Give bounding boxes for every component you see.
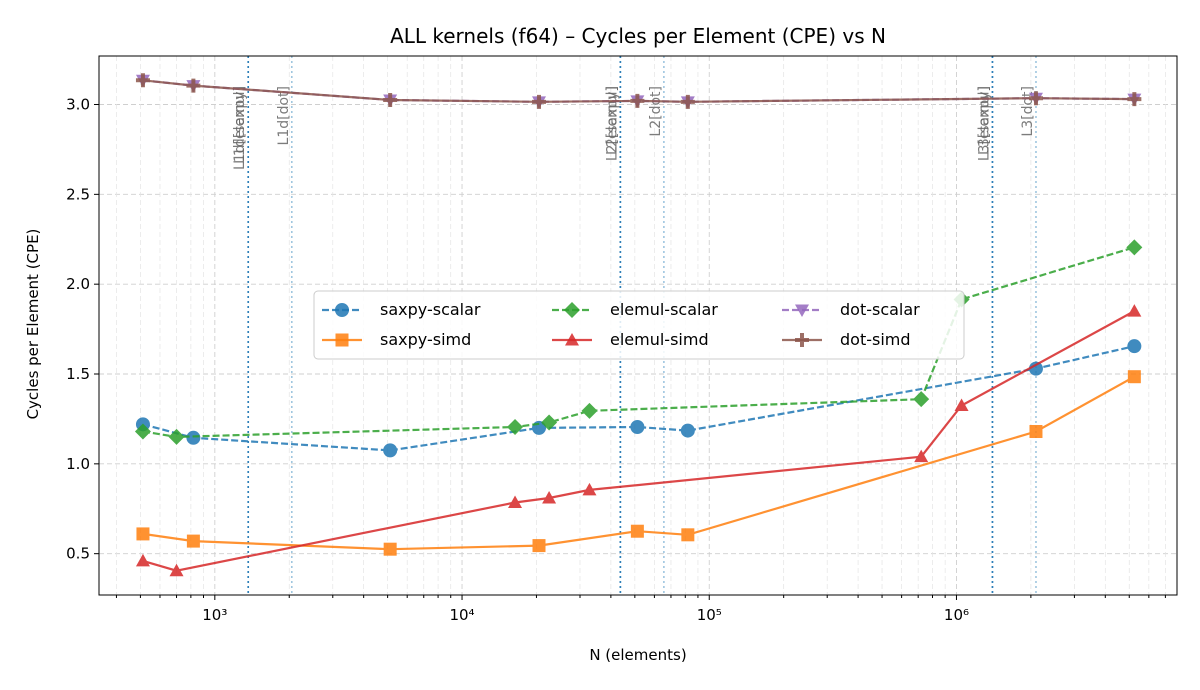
x-tick-label: 10³ bbox=[202, 606, 227, 624]
cache-label-l1d-elemul: L1d[elemul] bbox=[232, 86, 248, 170]
data-point-saxpy-scalar bbox=[186, 430, 201, 445]
legend-label: saxpy-scalar bbox=[380, 300, 481, 319]
cache-label-l1d-saxpy: L1d[saxpy] bbox=[232, 86, 248, 164]
cache-label-l1d-dot: L1d[dot] bbox=[276, 86, 292, 145]
cache-label-l2-saxpy: L2[saxpy] bbox=[604, 86, 620, 155]
series-elemul-simd bbox=[135, 304, 1142, 577]
series-line-saxpy-scalar bbox=[142, 345, 1135, 452]
series-saxpy-simd bbox=[136, 370, 1141, 556]
data-point-elemul-scalar bbox=[1126, 239, 1143, 256]
legend-swatch-marker bbox=[565, 333, 579, 346]
data-point-dot-simd bbox=[383, 93, 398, 108]
chart-title: ALL kernels (f64) – Cycles per Element (… bbox=[390, 24, 886, 48]
y-tick-label: 2.5 bbox=[66, 185, 90, 203]
cache-label-l2-elemul: L2[elemul] bbox=[604, 86, 620, 161]
data-point-elemul-simd bbox=[542, 490, 557, 504]
cache-label-l3-saxpy: L3[saxpy] bbox=[976, 86, 992, 155]
legend: saxpy-scalar saxpy-simd elemul-scalar elemu… bbox=[313, 290, 965, 360]
x-tick-label: 10⁵ bbox=[697, 606, 722, 624]
x-axis-label: N (elements) bbox=[589, 646, 686, 664]
legend-item-saxpy-simd: saxpy-simd bbox=[322, 330, 471, 349]
data-point-dot-simd bbox=[1028, 91, 1043, 106]
data-point-elemul-simd bbox=[1127, 304, 1142, 317]
data-point-saxpy-simd bbox=[681, 528, 695, 542]
data-point-saxpy-simd bbox=[630, 524, 644, 538]
legend-label: elemul-scalar bbox=[610, 300, 718, 319]
data-point-elemul-simd bbox=[582, 482, 597, 496]
y-axis-label: Cycles per Element (CPE) bbox=[24, 229, 42, 420]
data-point-dot-simd bbox=[135, 73, 150, 88]
plot-area-frame bbox=[98, 55, 1178, 596]
data-point-elemul-simd bbox=[135, 553, 150, 567]
data-point-elemul-scalar bbox=[168, 428, 185, 445]
axis-ticks: 0.5 1.0 1.5 2.0 2.5 3.0 10³ 10⁴ 10⁵ 10⁶ bbox=[66, 96, 1166, 624]
legend-label: dot-scalar bbox=[840, 300, 920, 319]
legend-item-saxpy-scalar: saxpy-scalar bbox=[322, 300, 481, 319]
data-point-elemul-scalar bbox=[134, 423, 151, 440]
cache-label-l3-elemul: L3[elemul] bbox=[976, 86, 992, 161]
legend-swatch-marker bbox=[564, 302, 580, 318]
data-point-elemul-scalar bbox=[507, 419, 524, 436]
legend-item-dot-simd: dot-simd bbox=[782, 330, 911, 349]
data-point-elemul-simd bbox=[508, 495, 523, 508]
cache-label-l2-dot: L2[dot] bbox=[648, 86, 664, 137]
x-tick-label: 10⁶ bbox=[944, 606, 969, 624]
data-point-elemul-scalar bbox=[913, 391, 930, 408]
x-tick-label: 10⁴ bbox=[449, 606, 474, 624]
data-point-saxpy-simd bbox=[1029, 425, 1043, 439]
y-tick-label: 1.5 bbox=[66, 365, 90, 383]
y-tick-label: 2.0 bbox=[66, 275, 90, 293]
data-point-elemul-simd bbox=[954, 398, 969, 411]
data-point-saxpy-simd bbox=[383, 542, 397, 556]
data-point-dot-simd bbox=[532, 94, 547, 109]
legend-label: elemul-simd bbox=[610, 330, 709, 349]
cache-size-lines: L1d[elemul]L1d[saxpy] L1d[dot] L2[elemul]L… bbox=[232, 56, 1037, 595]
data-point-saxpy-simd bbox=[186, 534, 200, 548]
y-tick-label: 3.0 bbox=[66, 96, 90, 114]
data-point-saxpy-simd bbox=[532, 539, 546, 553]
plot-series bbox=[134, 73, 1143, 577]
data-point-saxpy-simd bbox=[136, 527, 150, 541]
data-point-saxpy-scalar bbox=[383, 443, 398, 458]
y-tick-label: 0.5 bbox=[66, 545, 90, 563]
legend-item-elemul-scalar: elemul-scalar bbox=[552, 300, 718, 319]
data-point-elemul-scalar bbox=[581, 402, 598, 419]
legend-label: saxpy-simd bbox=[380, 330, 471, 349]
data-point-dot-simd bbox=[630, 93, 645, 108]
grid bbox=[99, 56, 1177, 595]
data-point-saxpy-scalar bbox=[680, 423, 695, 438]
data-point-dot-simd bbox=[680, 94, 695, 109]
data-point-saxpy-scalar bbox=[630, 420, 645, 435]
data-point-dot-simd bbox=[186, 78, 201, 93]
legend-swatch-marker bbox=[335, 303, 349, 317]
series-line-dot-simd bbox=[142, 79, 1135, 103]
legend-item-elemul-simd: elemul-simd bbox=[552, 330, 709, 349]
series-line-elemul-simd bbox=[142, 310, 1135, 572]
series-dot-simd bbox=[135, 73, 1142, 109]
legend-label: dot-simd bbox=[840, 330, 911, 349]
series-line-saxpy-simd bbox=[142, 375, 1135, 551]
data-point-elemul-simd bbox=[914, 449, 929, 463]
series-saxpy-scalar bbox=[135, 339, 1142, 458]
y-tick-label: 1.0 bbox=[66, 455, 90, 473]
legend-swatch-marker bbox=[795, 333, 809, 347]
data-point-saxpy-scalar bbox=[1127, 339, 1142, 354]
data-point-elemul-simd bbox=[169, 563, 184, 577]
legend-swatch-marker bbox=[795, 304, 809, 317]
data-point-dot-simd bbox=[1127, 92, 1142, 107]
data-point-saxpy-simd bbox=[1127, 370, 1141, 384]
legend-swatch-marker bbox=[335, 333, 349, 347]
legend-item-dot-scalar: dot-scalar bbox=[782, 300, 920, 319]
data-point-elemul-scalar bbox=[541, 414, 558, 431]
